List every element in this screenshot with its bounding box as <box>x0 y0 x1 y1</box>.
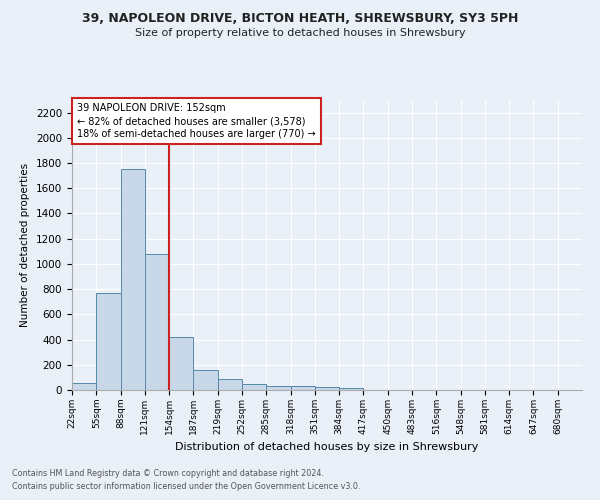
Bar <box>96 293 121 390</box>
Bar <box>339 388 364 390</box>
Bar <box>290 386 315 390</box>
Bar <box>218 380 242 390</box>
Text: Contains HM Land Registry data © Crown copyright and database right 2024.: Contains HM Land Registry data © Crown c… <box>12 468 324 477</box>
Bar <box>121 170 145 390</box>
X-axis label: Distribution of detached houses by size in Shrewsbury: Distribution of detached houses by size … <box>175 442 479 452</box>
Bar <box>315 387 339 390</box>
Text: Size of property relative to detached houses in Shrewsbury: Size of property relative to detached ho… <box>134 28 466 38</box>
Text: 39 NAPOLEON DRIVE: 152sqm
← 82% of detached houses are smaller (3,578)
18% of se: 39 NAPOLEON DRIVE: 152sqm ← 82% of detac… <box>77 103 316 140</box>
Bar <box>242 384 266 390</box>
Bar <box>72 383 96 390</box>
Bar <box>266 386 290 390</box>
Bar <box>169 337 193 390</box>
Text: Contains public sector information licensed under the Open Government Licence v3: Contains public sector information licen… <box>12 482 361 491</box>
Bar <box>193 370 218 390</box>
Bar <box>145 254 169 390</box>
Y-axis label: Number of detached properties: Number of detached properties <box>20 163 31 327</box>
Text: 39, NAPOLEON DRIVE, BICTON HEATH, SHREWSBURY, SY3 5PH: 39, NAPOLEON DRIVE, BICTON HEATH, SHREWS… <box>82 12 518 26</box>
